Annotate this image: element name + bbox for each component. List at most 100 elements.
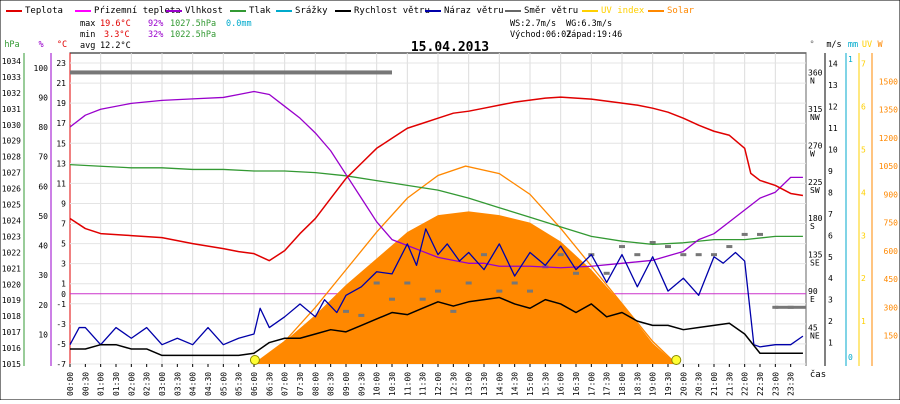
stat-avg-temp: 12.2°C: [100, 41, 131, 51]
stat-min-press: 1022.5hPa: [170, 30, 216, 40]
tick-label-dir: 270: [808, 141, 823, 150]
wind-info: WS:2.7m/s WG:6.3m/s Východ:06:02 Západ:1…: [510, 19, 622, 40]
x-tick-label: 16:30: [572, 372, 581, 396]
legend-label: UV index: [601, 6, 645, 16]
axis-unit-labels: hPa % °C ° m/s mm UV W: [4, 40, 883, 50]
x-tick-label: 00:00: [66, 372, 75, 396]
series-wind-speed-line: [70, 296, 803, 357]
legend-item-smer-vetru: Směr větru: [505, 6, 578, 16]
x-tick-label: 21:30: [725, 372, 734, 396]
tick-label-ms: 1: [828, 339, 833, 348]
x-tick-label: 01:30: [112, 372, 121, 396]
axis-unit-temp: °C: [57, 40, 67, 50]
series-wind-direction-mark: [573, 271, 579, 275]
legend-item-uv-index: UV index: [582, 6, 645, 16]
tick-label-hpa: 1017: [2, 328, 21, 337]
legend-item-rychlost-vetru: Rychlost větru: [335, 6, 430, 16]
series-wind-direction-mark: [343, 309, 349, 313]
tick-label-hpa: 1032: [2, 89, 21, 98]
sunrise-marker: [249, 355, 260, 365]
axis-unit-mm: mm: [848, 40, 858, 50]
legend-label: Náraz větru: [444, 6, 504, 16]
x-tick-label: 14:00: [495, 372, 504, 396]
series-wind-direction-mark: [619, 245, 625, 249]
axis-unit-ms: m/s: [826, 40, 841, 50]
x-tick-label: 03:00: [158, 372, 167, 396]
axis-unit-hpa: hPa: [4, 40, 19, 50]
series-wind-direction-mark: [741, 232, 748, 236]
x-tick-label: 18:00: [618, 372, 627, 396]
wind-ws: WS:2.7m/s: [510, 19, 556, 29]
x-tick-label: 08:00: [311, 372, 320, 396]
legend-item-naraz-vetru: Náraz větru: [425, 6, 504, 16]
legend-swatch: [582, 10, 598, 12]
tick-label-w: 150: [884, 332, 899, 341]
tick-label-dir: 135: [808, 251, 823, 260]
tick-label-ms: 3: [828, 296, 833, 305]
tick-label-pct: 40: [38, 242, 48, 251]
tick-label-ms: 8: [828, 188, 833, 197]
tick-label-ms: 2: [828, 317, 833, 326]
x-tick-label: 18:30: [633, 372, 642, 396]
tick-label-uv: 7: [861, 60, 866, 69]
x-tick-label: 06:30: [265, 372, 274, 396]
tick-label-w: 450: [884, 275, 899, 284]
tick-label-uv: 4: [861, 188, 866, 197]
x-tick-label: 22:30: [756, 372, 765, 396]
x-tick-label: 03:30: [173, 372, 182, 396]
axis-lines: [23, 53, 873, 366]
tick-label-dir: 360: [808, 68, 823, 77]
x-tick-label: 12:00: [434, 372, 443, 396]
legend-label: Srážky: [295, 6, 328, 16]
x-tick-label: 01:00: [97, 372, 106, 396]
legend-item-tlak: Tlak: [230, 6, 271, 16]
x-tick-label: 19:00: [649, 372, 658, 396]
tick-label-pct: 60: [38, 182, 48, 191]
stat-max-press: 1027.5hPa: [170, 19, 216, 29]
tick-label-temp: 13: [56, 159, 66, 168]
sunrise-time: Východ:06:02: [510, 30, 571, 40]
legend-label: Směr větru: [524, 6, 578, 16]
legend-label: Solar: [667, 6, 695, 16]
legend-swatch: [425, 10, 441, 12]
tick-label-pct: 100: [34, 64, 49, 73]
tick-label-dir-compass: E: [810, 295, 815, 304]
tick-label-uv: 6: [861, 103, 866, 112]
x-tick-label: 12:30: [449, 372, 458, 396]
series-wind-direction-mark: [481, 253, 487, 257]
axis-unit-dir: °: [809, 40, 814, 50]
x-tick-label: 23:30: [787, 372, 796, 396]
tick-label-pct: 80: [38, 123, 48, 132]
stat-min-label: min: [80, 30, 95, 40]
tick-label-temp: 7: [61, 220, 66, 229]
x-tick-label: 11:00: [403, 372, 412, 396]
x-tick-label: 06:00: [250, 372, 259, 396]
series-wind-direction-mark: [711, 253, 717, 257]
series-solar-theoretical-line: [253, 165, 677, 365]
tick-label-temp: 3: [61, 260, 66, 269]
tick-label-temp: 19: [56, 99, 66, 108]
stat-max-label: max: [80, 19, 95, 29]
tick-label-uv: 5: [861, 146, 866, 155]
tick-label-hpa: 1018: [2, 312, 21, 321]
tick-label-w: 300: [884, 303, 899, 312]
tick-label-dir-compass: NE: [810, 332, 820, 341]
legend-item-solar: Solar: [648, 6, 695, 16]
legend-swatch: [276, 10, 292, 12]
x-tick-label: 09:30: [357, 372, 366, 396]
tick-label-ms: 13: [828, 81, 838, 90]
tick-label-ms: 12: [828, 103, 838, 112]
tick-label-w: 1500: [879, 77, 898, 86]
x-tick-label: 20:00: [679, 372, 688, 396]
x-tick-label: 13:00: [465, 372, 474, 396]
tick-label-pct: 70: [38, 153, 48, 162]
x-tick-label: 10:00: [373, 372, 382, 396]
x-tick-label: 10:30: [388, 372, 397, 396]
legend-item-srazky: Srážky: [276, 6, 328, 16]
stat-max-temp: 19.6°C: [100, 19, 131, 29]
legend-label: Tlak: [249, 6, 271, 16]
tick-label-temp: 23: [56, 59, 66, 68]
sunset-time: Západ:19:46: [566, 30, 622, 40]
tick-label-ms: 7: [828, 210, 833, 219]
